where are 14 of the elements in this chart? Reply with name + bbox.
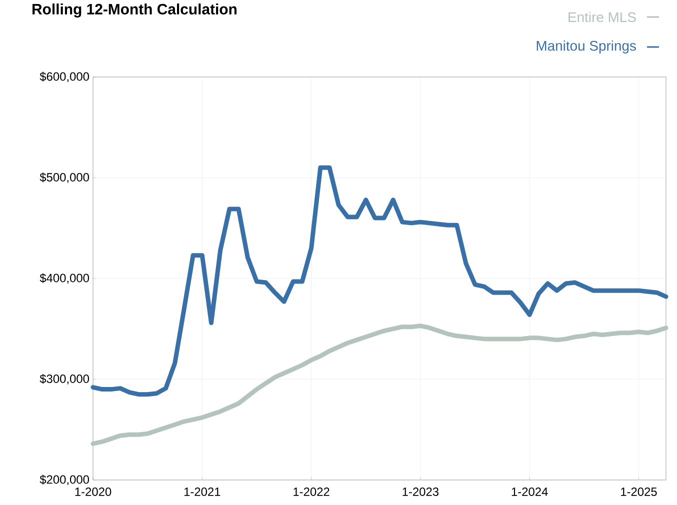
x-tick-label: 1-2023 [402, 488, 439, 496]
y-tick-label: $300,000 [40, 374, 90, 384]
x-tick-label: 1-2025 [621, 488, 657, 496]
x-tick-label: 1-2020 [75, 488, 112, 496]
y-tick-label: $400,000 [40, 273, 90, 284]
chart-title: Rolling 12-Month Calculation [32, 4, 236, 18]
x-tick-label: 1-2022 [294, 488, 330, 496]
y-tick-label: $200,000 [40, 474, 90, 486]
y-tick-label: $500,000 [40, 172, 90, 183]
legend-label: Manitou Springs [536, 40, 636, 54]
legend-label: Entire MLS [568, 12, 636, 22]
y-tick-label: $600,000 [40, 72, 90, 82]
x-tick-label: 1-2024 [512, 488, 548, 496]
x-tick-label: 1-2021 [184, 488, 220, 496]
